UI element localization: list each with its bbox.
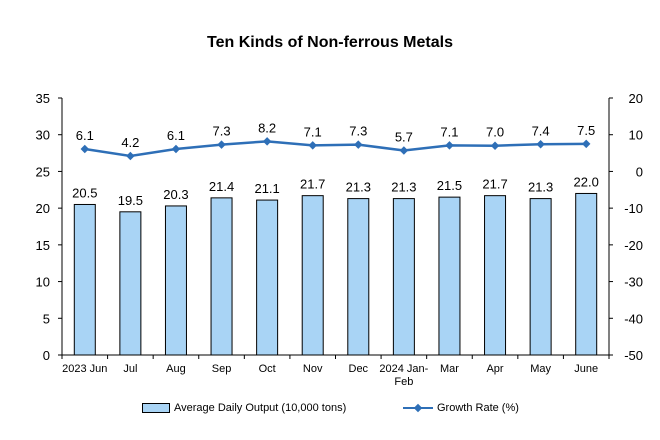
growth-rate-point [308, 141, 317, 150]
bar-value-label: 21.1 [254, 181, 279, 196]
bar-value-label: 21.3 [391, 180, 416, 195]
bar [438, 196, 461, 356]
legend-item-line: Growth Rate (%) [403, 402, 519, 414]
x-tick-label: Feb [394, 376, 413, 388]
growth-rate-point [80, 144, 90, 154]
growth-rate-point [262, 137, 272, 146]
growth-rate-label: 7.1 [304, 124, 322, 139]
growth-rate-label: 5.7 [395, 130, 413, 145]
left-tick-label: 30 [36, 128, 50, 143]
bar [347, 198, 370, 356]
growth-rate-label: 7.4 [532, 123, 550, 138]
bar [575, 192, 598, 356]
growth-rate-point [126, 151, 135, 161]
x-tick-label: Oct [259, 363, 276, 375]
growth-rate-point [399, 146, 409, 155]
growth-rate-point [171, 144, 181, 154]
x-tick-label: 2024 Jan- [379, 363, 428, 375]
growth-rate-label: 7.0 [486, 125, 504, 140]
right-tick-label: -50 [624, 348, 643, 363]
bar [392, 198, 415, 356]
x-tick-label: 2023 Jun [62, 363, 107, 375]
x-tick-label: May [530, 363, 551, 375]
x-tick-label: Nov [303, 363, 323, 375]
x-tick-label: Apr [486, 363, 503, 375]
right-tick-label: -30 [624, 275, 643, 290]
bar [119, 211, 142, 356]
left-tick-label: 5 [43, 311, 50, 326]
bar-value-label: 21.3 [528, 180, 553, 195]
bar-value-label: 21.5 [437, 178, 462, 193]
right-tick-label: 10 [629, 128, 643, 143]
bar-value-label: 21.7 [482, 177, 507, 192]
growth-rate-label: 7.1 [440, 124, 458, 139]
left-tick-label: 10 [36, 275, 50, 290]
growth-rate-point [581, 139, 591, 149]
bar-value-label: 19.5 [118, 193, 143, 208]
legend-swatch-line [403, 403, 433, 413]
growth-rate-point [536, 140, 545, 149]
legend-item-bar: Average Daily Output (10,000 tons) [142, 402, 346, 414]
right-tick-label: -20 [624, 238, 643, 253]
bar-value-label: 21.3 [346, 180, 371, 195]
left-tick-label: 20 [36, 201, 50, 216]
bar [164, 205, 187, 356]
bar [210, 197, 233, 356]
x-tick-label: Jul [123, 363, 137, 375]
growth-rate-point [490, 141, 500, 150]
x-tick-label: June [574, 363, 598, 375]
x-tick-label: Aug [166, 363, 186, 375]
right-tick-label: 20 [629, 91, 643, 106]
bar-value-label: 21.7 [300, 177, 325, 192]
bar [256, 199, 279, 356]
legend-label-line: Growth Rate (%) [437, 402, 519, 414]
chart-title: Ten Kinds of Non-ferrous Metals [207, 34, 453, 51]
legend-swatch-bar [142, 403, 170, 413]
right-tick-label: -40 [624, 311, 643, 326]
legend-label-bar: Average Daily Output (10,000 tons) [174, 402, 347, 414]
growth-rate-label: 7.5 [577, 123, 595, 138]
bar [301, 195, 324, 356]
bar-value-label: 20.5 [72, 185, 97, 200]
growth-rate-label: 7.3 [213, 124, 231, 139]
growth-rate-point [354, 140, 363, 149]
growth-rate-label: 4.2 [121, 135, 139, 150]
growth-rate-point [217, 140, 226, 149]
x-tick-label: Mar [440, 363, 459, 375]
growth-rate-line [84, 140, 587, 158]
left-tick-label: 35 [36, 91, 50, 106]
growth-rate-label: 8.2 [258, 120, 276, 135]
right-tick-label: -10 [624, 201, 643, 216]
left-tick-label: 15 [36, 238, 50, 253]
growth-rate-label: 6.1 [76, 128, 94, 143]
bar [484, 195, 507, 356]
right-tick-label: 0 [636, 164, 643, 179]
x-tick-label: Sep [212, 363, 232, 375]
bar-value-label: 21.4 [209, 179, 234, 194]
bar [73, 203, 96, 356]
bar [529, 198, 552, 356]
growth-rate-label: 6.1 [167, 128, 185, 143]
bar-value-label: 22.0 [574, 174, 599, 189]
growth-rate-label: 7.3 [349, 124, 367, 139]
left-tick-label: 25 [36, 164, 50, 179]
left-tick-label: 0 [43, 348, 50, 363]
bar-value-label: 20.3 [163, 187, 188, 202]
growth-rate-point [445, 141, 454, 150]
x-tick-label: Dec [349, 363, 369, 375]
